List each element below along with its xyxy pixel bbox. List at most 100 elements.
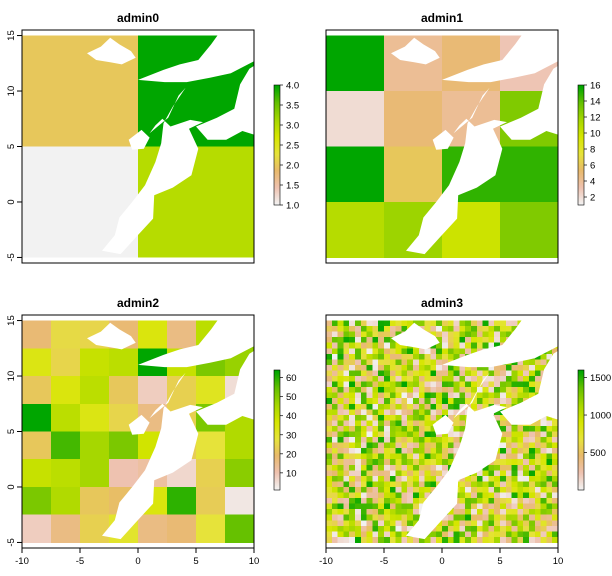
raster-cell [331,364,338,371]
raster-cell [395,442,402,449]
raster-cell [529,448,536,454]
raster-cell [529,514,536,521]
raster-cell [343,348,350,355]
raster-cell [482,470,489,477]
raster-cell [355,498,362,504]
raster-cell [523,370,530,377]
raster-cell [494,536,501,543]
raster-cell [366,320,373,327]
legend-bar-segment [578,414,584,417]
raster-cell [343,464,350,471]
raster-cell [366,398,373,405]
raster-cell [424,453,431,460]
raster-cell [378,376,385,382]
raster-cell [22,403,52,432]
legend-bar-segment [274,121,280,124]
legend-bar-segment [578,179,584,182]
raster-cell [343,431,350,438]
raster-cell [500,475,507,482]
raster-cell [355,481,362,488]
raster-cell [389,420,396,427]
legend-bar-segment [578,474,584,477]
legend-bar-segment [274,370,280,373]
raster-cell [395,470,402,477]
raster-cell [459,337,466,344]
raster-cell [540,509,547,516]
raster-cell [343,414,350,421]
raster-cell [384,348,391,355]
raster-cell [51,403,81,432]
legend-tick-label: 10 [286,468,297,479]
raster-cell [372,376,379,382]
raster-cell [401,453,408,460]
raster-cell [430,459,437,466]
legend-bar-segment [274,416,280,419]
raster-cell [378,381,385,388]
raster-cell [436,331,443,338]
raster-cell [372,381,379,388]
legend-bar-segment [578,199,584,202]
raster-cell [546,353,553,360]
raster-cell [447,331,454,338]
legend-bar-segment [578,163,584,166]
raster-cell [488,398,495,405]
raster-cell [436,403,443,410]
legend-bar-segment [274,390,280,393]
legend-bar-segment [578,466,584,469]
raster-cell [465,486,472,493]
raster-cell [225,431,254,460]
y-tick-label: 5 [6,429,17,434]
raster-cell [447,387,454,393]
raster-cell [384,337,391,344]
raster-cell [534,486,541,493]
legend-bar-segment [274,199,280,202]
raster-cell [372,359,379,366]
y-tick-label: 0 [6,484,17,489]
raster-cell [546,448,553,454]
raster-cell [436,525,443,532]
raster-cell [372,509,379,516]
raster-cell [331,503,338,510]
raster-cell [442,353,449,360]
legend-bar-segment [578,386,584,389]
raster-cell [418,453,425,460]
raster-cell [436,381,443,388]
raster-cell [442,342,449,349]
raster-cell [384,376,391,382]
raster-cell [523,470,530,477]
raster-cell [418,536,425,543]
raster-cell [366,509,373,516]
raster-cell [471,376,478,382]
raster-cell [395,453,402,460]
legend-bar-segment [274,143,280,146]
raster-cell [529,464,536,471]
raster-cell [331,359,338,366]
raster-cell [413,509,420,516]
raster-cell [349,470,356,477]
raster-cell [331,409,338,416]
raster-cell [442,337,449,344]
raster-cell [326,498,333,504]
raster-cell [546,431,553,438]
raster-cell [372,431,379,438]
legend-bar-segment [274,129,280,132]
raster-cell [465,514,472,521]
legend-bar-segment [274,203,280,206]
legend-bar-segment [578,177,584,180]
raster-cell [546,464,553,471]
raster-cell [511,531,518,538]
raster-cell [442,370,449,377]
raster-cell [395,392,402,399]
raster-cell [523,425,530,432]
legend-bar-segment [578,111,584,114]
raster-cell [360,514,367,521]
raster-cell [500,320,507,327]
raster-cell [407,481,414,488]
raster-cell [505,442,512,449]
raster-cell [453,403,460,410]
raster-cell [465,481,472,488]
raster-cell [494,331,501,338]
raster-cell [465,503,472,510]
raster-cell [360,453,367,460]
raster-cell [355,409,362,416]
